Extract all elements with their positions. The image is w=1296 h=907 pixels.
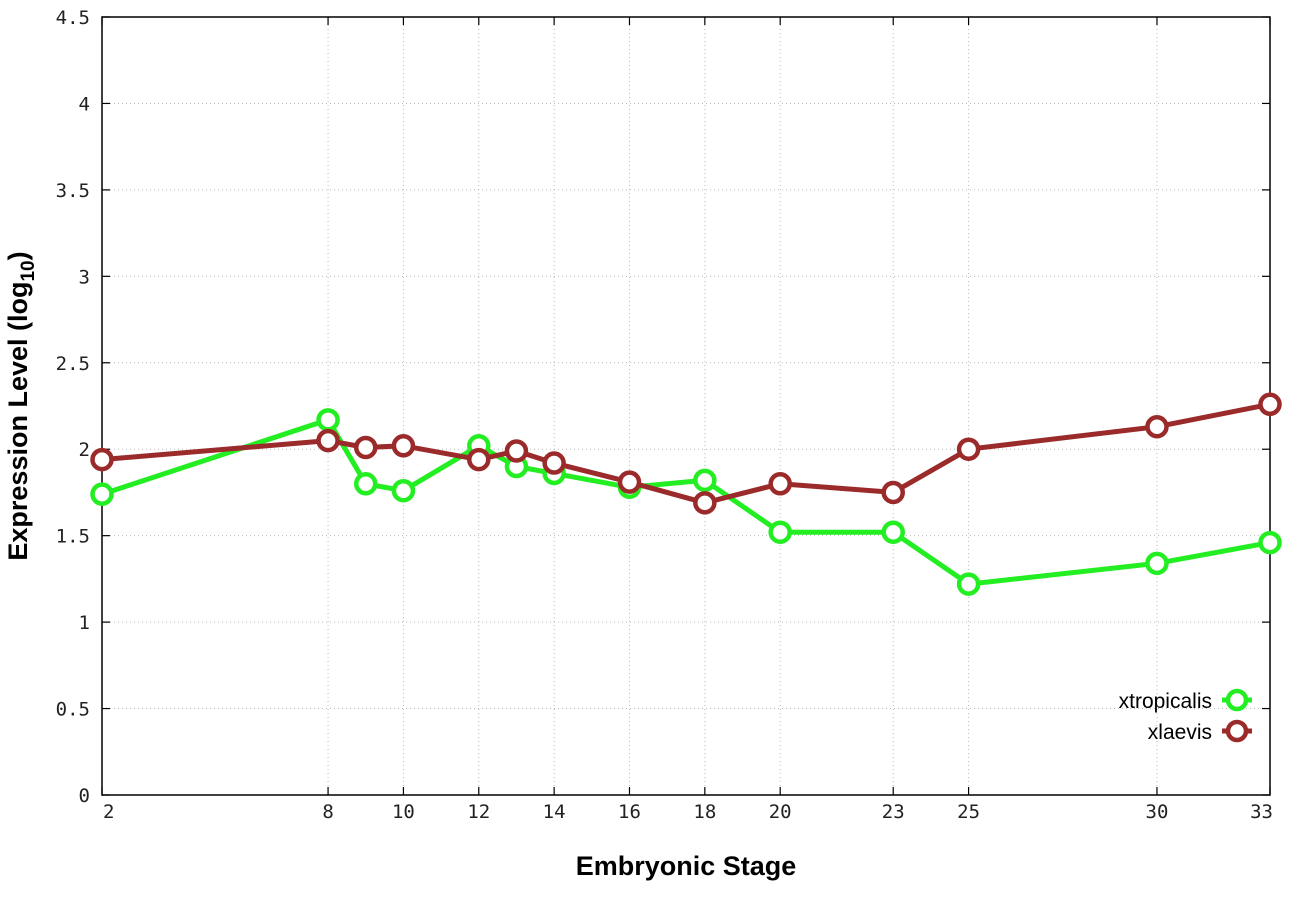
data-point-xtropicalis	[768, 520, 792, 544]
legend-marker-xlaevis	[1225, 719, 1249, 743]
legend-label-xtropicalis: xtropicalis	[1119, 690, 1212, 713]
data-point-xtropicalis	[1145, 551, 1169, 576]
data-point-xlaevis	[467, 447, 491, 472]
legend-marker-xtropicalis	[1225, 688, 1249, 712]
data-point-xtropicalis	[90, 482, 114, 506]
y-axis-title-close: )	[3, 251, 33, 260]
y-axis-title-subscript: 10	[18, 260, 39, 281]
x-tick-label: 8	[322, 801, 333, 823]
legend-label-xlaevis: xlaevis	[1148, 721, 1212, 744]
data-point-xlaevis	[768, 472, 792, 496]
series-layer	[90, 392, 1282, 596]
data-point-xlaevis	[1145, 414, 1169, 439]
y-axis-title: Expression Level (log10)	[3, 251, 39, 560]
data-point-xtropicalis	[353, 472, 378, 496]
y-tick-label: 2	[79, 439, 90, 461]
data-point-xlaevis	[617, 470, 642, 494]
x-tick-label: 18	[693, 801, 716, 823]
y-tick-label: 0	[79, 785, 90, 807]
data-point-xlaevis	[693, 491, 717, 515]
data-point-xlaevis	[956, 437, 981, 461]
data-point-xtropicalis	[1258, 530, 1282, 555]
x-tick-label: 23	[882, 801, 905, 823]
y-tick-label: 1.5	[56, 526, 90, 548]
data-point-xlaevis	[316, 428, 340, 453]
y-tick-label: 1	[79, 612, 90, 634]
data-point-xtropicalis	[956, 572, 981, 596]
x-axis-title: Embryonic Stage	[576, 851, 797, 881]
x-tick-label: 2	[103, 801, 114, 823]
data-point-xlaevis	[881, 480, 905, 505]
y-tick-label: 3	[79, 266, 90, 288]
data-point-xlaevis	[1258, 392, 1282, 417]
series-line-xlaevis	[101, 401, 1271, 506]
y-axis-title-main: Expression Level (log	[3, 282, 33, 561]
x-tick-label: 33	[1250, 801, 1273, 823]
data-point-xtropicalis	[693, 468, 717, 493]
data-point-xlaevis	[353, 435, 378, 460]
data-point-xtropicalis	[881, 520, 905, 544]
data-point-xtropicalis	[391, 478, 416, 503]
x-tick-label: 25	[957, 801, 980, 823]
data-point-xlaevis	[391, 434, 416, 458]
axis-ticks: 0 0.5 1 1.5 2 2.5 3 3.5 4 4.5 2 8 10 12 14 16 18 20 23 25 30…	[56, 7, 1273, 823]
legend: xtropicalis xlaevis	[1119, 688, 1252, 744]
y-tick-label: 4	[79, 93, 90, 115]
x-tick-label: 12	[467, 801, 490, 823]
data-point-xtropicalis	[316, 408, 340, 432]
y-tick-label: 4.5	[56, 7, 90, 29]
y-tick-label: 2.5	[56, 353, 90, 375]
plot-frame	[101, 16, 1271, 796]
x-tick-label: 16	[618, 801, 641, 823]
grid-lines	[102, 17, 1270, 795]
x-tick-label: 14	[543, 801, 566, 823]
data-point-xlaevis	[504, 439, 529, 463]
data-point-xlaevis	[90, 447, 114, 472]
x-tick-label: 30	[1146, 801, 1169, 823]
x-tick-label: 20	[769, 801, 792, 823]
x-tick-label: 10	[392, 801, 415, 823]
y-tick-label: 0.5	[56, 699, 90, 721]
data-point-xlaevis	[542, 451, 566, 475]
y-tick-label: 3.5	[56, 180, 90, 202]
